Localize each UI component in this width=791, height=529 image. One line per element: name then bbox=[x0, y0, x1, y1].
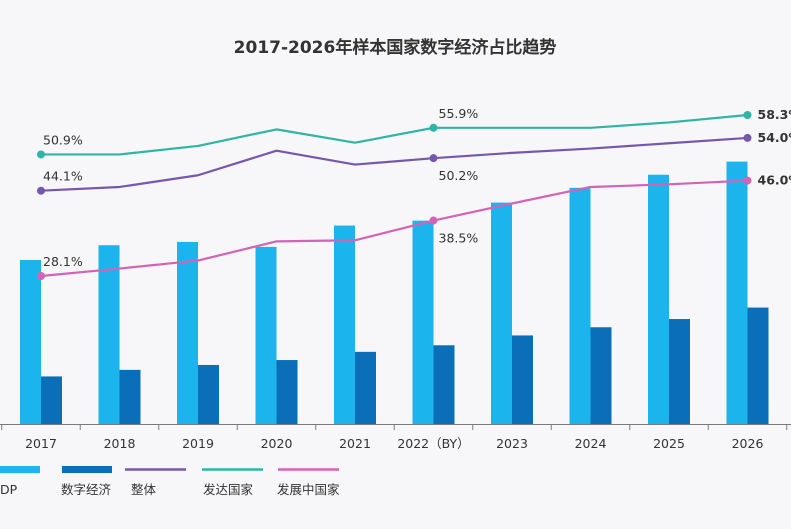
bar-数字经济-2026 bbox=[747, 307, 769, 424]
x-tick-label-2022-by: 2022（BY） bbox=[397, 436, 469, 451]
x-tick-label-2026: 2026 bbox=[732, 436, 764, 451]
line-发展中国家 bbox=[40, 179, 748, 278]
legend-label-整体: 整体 bbox=[131, 482, 157, 497]
marker-发展中国家-2017 bbox=[37, 272, 45, 280]
x-tick-label-2018: 2018 bbox=[104, 436, 136, 451]
marker-发展中国家-2022-by bbox=[429, 216, 438, 225]
marker-发达国家-2026 bbox=[743, 111, 752, 119]
line-发达国家 bbox=[41, 113, 748, 156]
data-label-发展中国家-2022-by: 38.5% bbox=[439, 231, 479, 246]
chart-title: 2017-2026年样本国家数字经济占比趋势 bbox=[234, 37, 557, 58]
line-整体 bbox=[40, 136, 748, 192]
x-tick-label-2025: 2025 bbox=[653, 436, 685, 451]
bar-数字经济-2021 bbox=[355, 351, 376, 424]
bar-数字经济-2023 bbox=[512, 335, 533, 424]
data-label-发展中国家-2026: 46.0% bbox=[758, 173, 791, 188]
bar-数字经济-2020 bbox=[276, 360, 298, 424]
bar-gdp-2021 bbox=[334, 225, 355, 424]
bar-数字经济-2025 bbox=[669, 319, 690, 424]
x-tick-label-2024: 2024 bbox=[575, 436, 607, 451]
legend-label-发达国家: 发达国家 bbox=[203, 482, 254, 497]
legend-label-数字经济: 数字经济 bbox=[61, 482, 112, 497]
marker-发展中国家-2026 bbox=[743, 176, 752, 185]
data-label-layer: 44.1% 50.2% 54.0% 50.9% 55.9% 58.3% 28.1% 38.5%… bbox=[43, 106, 791, 269]
marker-整体-2017 bbox=[37, 186, 45, 195]
marker-整体-2026 bbox=[743, 133, 752, 142]
x-axis-labels: 2017 2018 2019 2020 2021 2022（BY） 2023 2024 2025… bbox=[25, 436, 763, 451]
bar-gdp-2020 bbox=[255, 246, 277, 424]
bar-gdp-2026 bbox=[726, 161, 748, 424]
bar-数字经济-2018 bbox=[119, 369, 141, 424]
data-label-整体-2026: 54.0% bbox=[758, 130, 791, 145]
legend-swatch-gdp bbox=[0, 466, 40, 473]
data-label-发展中国家-2017: 28.1% bbox=[43, 254, 83, 269]
x-tick-label-2023: 2023 bbox=[496, 436, 528, 451]
line-layer bbox=[37, 111, 752, 280]
x-axis-ticks bbox=[1, 424, 788, 430]
legend-swatch-数字经济 bbox=[62, 466, 112, 473]
legend-label-gdp: DP bbox=[0, 482, 18, 497]
bar-gdp-2017 bbox=[20, 260, 41, 424]
marker-整体-2022-by bbox=[429, 154, 438, 163]
bar-gdp-2023 bbox=[491, 202, 512, 424]
x-tick-label-2017: 2017 bbox=[25, 436, 57, 451]
legend: DP 数字经济 整体 发达国家 发展中国家 bbox=[0, 466, 340, 497]
bar-gdp-2024 bbox=[569, 187, 591, 424]
bar-gdp-2022-by bbox=[412, 220, 434, 424]
x-tick-label-2021: 2021 bbox=[339, 436, 371, 451]
legend-label-发展中国家: 发展中国家 bbox=[277, 482, 340, 497]
x-tick-label-2019: 2019 bbox=[182, 436, 214, 451]
data-label-发达国家-2017: 50.9% bbox=[43, 132, 83, 147]
x-tick-label-2020: 2020 bbox=[261, 436, 293, 451]
bar-layer bbox=[20, 161, 769, 424]
marker-发达国家-2017 bbox=[37, 150, 45, 159]
data-label-整体-2022-by: 50.2% bbox=[439, 168, 479, 183]
bar-gdp-2025 bbox=[648, 174, 669, 424]
data-label-整体-2017: 44.1% bbox=[43, 169, 83, 184]
bar-gdp-2019 bbox=[177, 241, 198, 424]
bar-gdp-2018 bbox=[98, 245, 120, 424]
data-label-发达国家-2022-by: 55.9% bbox=[439, 106, 479, 121]
data-label-发达国家-2026: 58.3% bbox=[758, 107, 791, 122]
bar-数字经济-2024 bbox=[590, 327, 612, 424]
bar-数字经济-2017 bbox=[41, 376, 62, 424]
bar-数字经济-2019 bbox=[198, 364, 219, 424]
bar-数字经济-2022-by bbox=[433, 345, 455, 424]
marker-发达国家-2022-by bbox=[429, 123, 438, 132]
